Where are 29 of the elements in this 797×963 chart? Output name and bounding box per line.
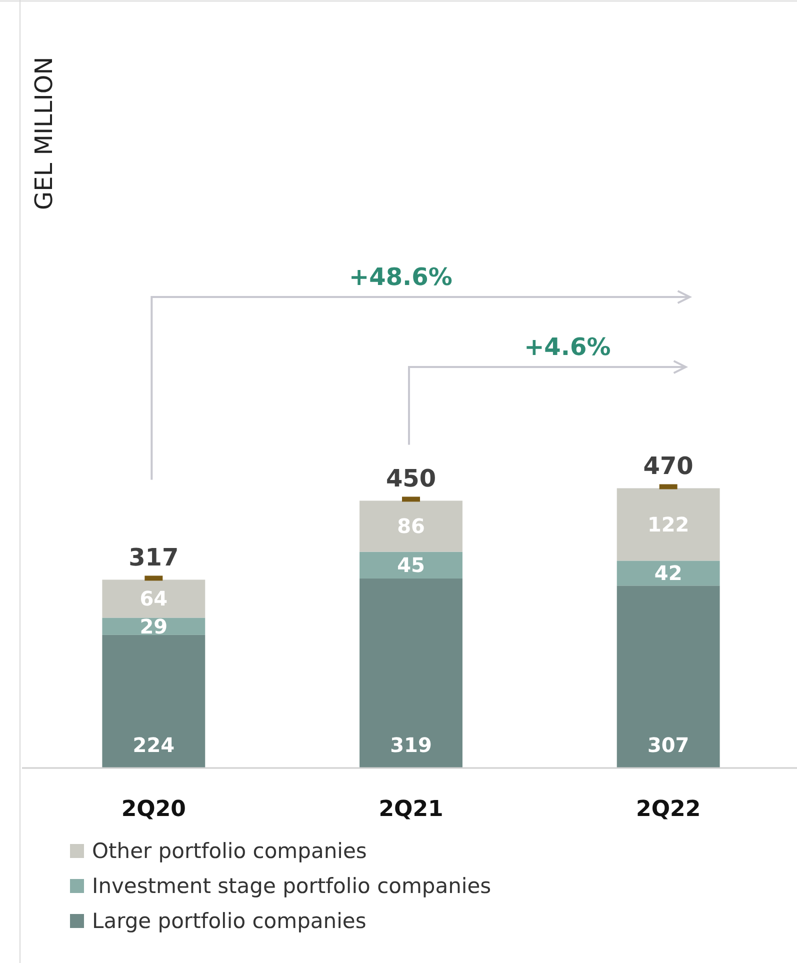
data-label: 319 bbox=[390, 733, 432, 757]
x-tick-label: 2Q20 bbox=[121, 797, 186, 822]
bar bbox=[360, 500, 462, 552]
x-tick-label: 2Q22 bbox=[636, 797, 701, 822]
legend-label: Other portfolio companies bbox=[92, 839, 367, 863]
data-label: 45 bbox=[397, 553, 425, 578]
text: +48.6% bbox=[349, 263, 452, 291]
data-label: 64 bbox=[140, 586, 168, 611]
bar bbox=[616, 586, 720, 768]
data-label: 86 bbox=[397, 514, 425, 538]
data-label: 29 bbox=[140, 614, 168, 638]
bar bbox=[102, 634, 206, 768]
bar bbox=[360, 552, 462, 579]
bar bbox=[102, 580, 206, 618]
data-label: 224 bbox=[132, 733, 175, 757]
total-label: 317 bbox=[128, 544, 179, 572]
bar bbox=[616, 560, 720, 586]
bar bbox=[616, 488, 720, 561]
data-label: 42 bbox=[654, 561, 682, 586]
data-label: 122 bbox=[647, 512, 690, 536]
total-label: 470 bbox=[643, 452, 694, 480]
total-label: 450 bbox=[386, 464, 436, 493]
data-label: 307 bbox=[647, 733, 690, 757]
bar bbox=[360, 578, 462, 768]
legend-label: Investment stage portfolio companies bbox=[92, 874, 492, 898]
text: GEL MILLION bbox=[30, 56, 58, 210]
legend-label: Large portfolio companies bbox=[92, 909, 366, 933]
x-tick-label: 2Q21 bbox=[378, 797, 444, 822]
text: +4.6% bbox=[524, 333, 611, 361]
